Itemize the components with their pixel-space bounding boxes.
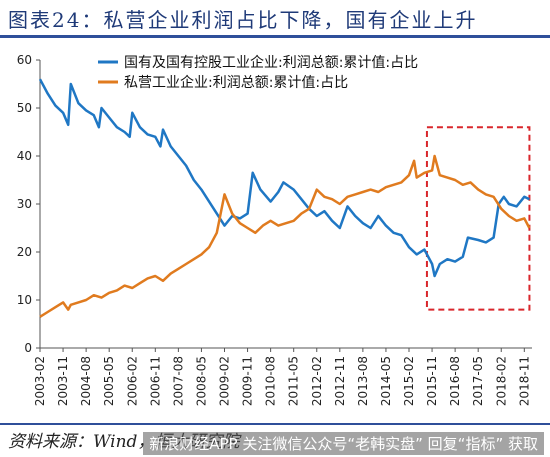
x-tick-label: 2005-05 bbox=[102, 356, 116, 406]
x-tick-label: 2011-05 bbox=[287, 356, 301, 406]
x-tick-label: 2004-08 bbox=[79, 356, 93, 406]
x-tick-label: 2012-02 bbox=[310, 356, 324, 406]
y-tick-label: 40 bbox=[17, 149, 32, 163]
x-tick-label: 2008-05 bbox=[194, 356, 208, 406]
y-tick-label: 60 bbox=[17, 53, 32, 67]
series-line-private bbox=[39, 154, 531, 318]
x-tick-label: 2007-08 bbox=[171, 356, 185, 406]
x-tick-label: 2010-08 bbox=[264, 356, 278, 406]
x-tick-label: 2003-02 bbox=[33, 356, 47, 406]
x-tick-label: 2014-05 bbox=[379, 356, 393, 406]
x-tick-label: 2017-05 bbox=[471, 356, 485, 406]
source-divider bbox=[0, 423, 550, 425]
highlight-box bbox=[425, 126, 531, 311]
x-tick-label: 2018-02 bbox=[494, 356, 508, 406]
line-chart: 0 10 20 30 40 50 60 2003-02 2003-11 2004-08 2005-0… bbox=[17, 53, 532, 406]
watermark: 新浪财经APP 关注微信公众号“老韩实盘” 回复“指标” 获取 bbox=[143, 432, 544, 455]
x-tick-label: 2018-11 bbox=[517, 356, 531, 406]
axes: 0 10 20 30 40 50 60 2003-02 2003-11 2004-08 2005-0… bbox=[17, 53, 532, 406]
y-tick-label: 20 bbox=[17, 245, 32, 259]
x-tick-label: 2009-02 bbox=[218, 356, 232, 406]
x-tick-label: 2015-02 bbox=[402, 356, 416, 406]
x-tick-label: 2012-11 bbox=[333, 356, 347, 406]
series-lines bbox=[38, 78, 531, 318]
x-tick-label: 2015-11 bbox=[425, 356, 439, 406]
y-tick-label: 0 bbox=[24, 341, 32, 355]
title-divider bbox=[0, 35, 550, 38]
x-tick-label: 2016-08 bbox=[448, 356, 462, 406]
y-tick-label: 10 bbox=[17, 293, 32, 307]
legend-label: 国有及国有控股工业企业:利润总额:累计值:占比 bbox=[124, 54, 418, 71]
x-tick-label: 2006-02 bbox=[125, 356, 139, 406]
series-line-soe bbox=[38, 78, 530, 278]
legend: 国有及国有控股工业企业:利润总额:累计值:占比私营工业企业:利润总额:累计值:占… bbox=[98, 54, 418, 91]
highlight-rect bbox=[425, 126, 531, 311]
legend-label: 私营工业企业:利润总额:累计值:占比 bbox=[124, 74, 348, 91]
x-tick-label: 2003-11 bbox=[56, 356, 70, 406]
x-tick-label: 2006-11 bbox=[148, 356, 162, 406]
chart-title: 图表24：私营企业利润占比下降，国有企业上升 bbox=[8, 8, 478, 32]
x-tick-label: 2013-08 bbox=[356, 356, 370, 406]
y-tick-label: 30 bbox=[17, 197, 32, 211]
y-tick-label: 50 bbox=[17, 101, 32, 115]
x-tick-label: 2009-11 bbox=[241, 356, 255, 406]
